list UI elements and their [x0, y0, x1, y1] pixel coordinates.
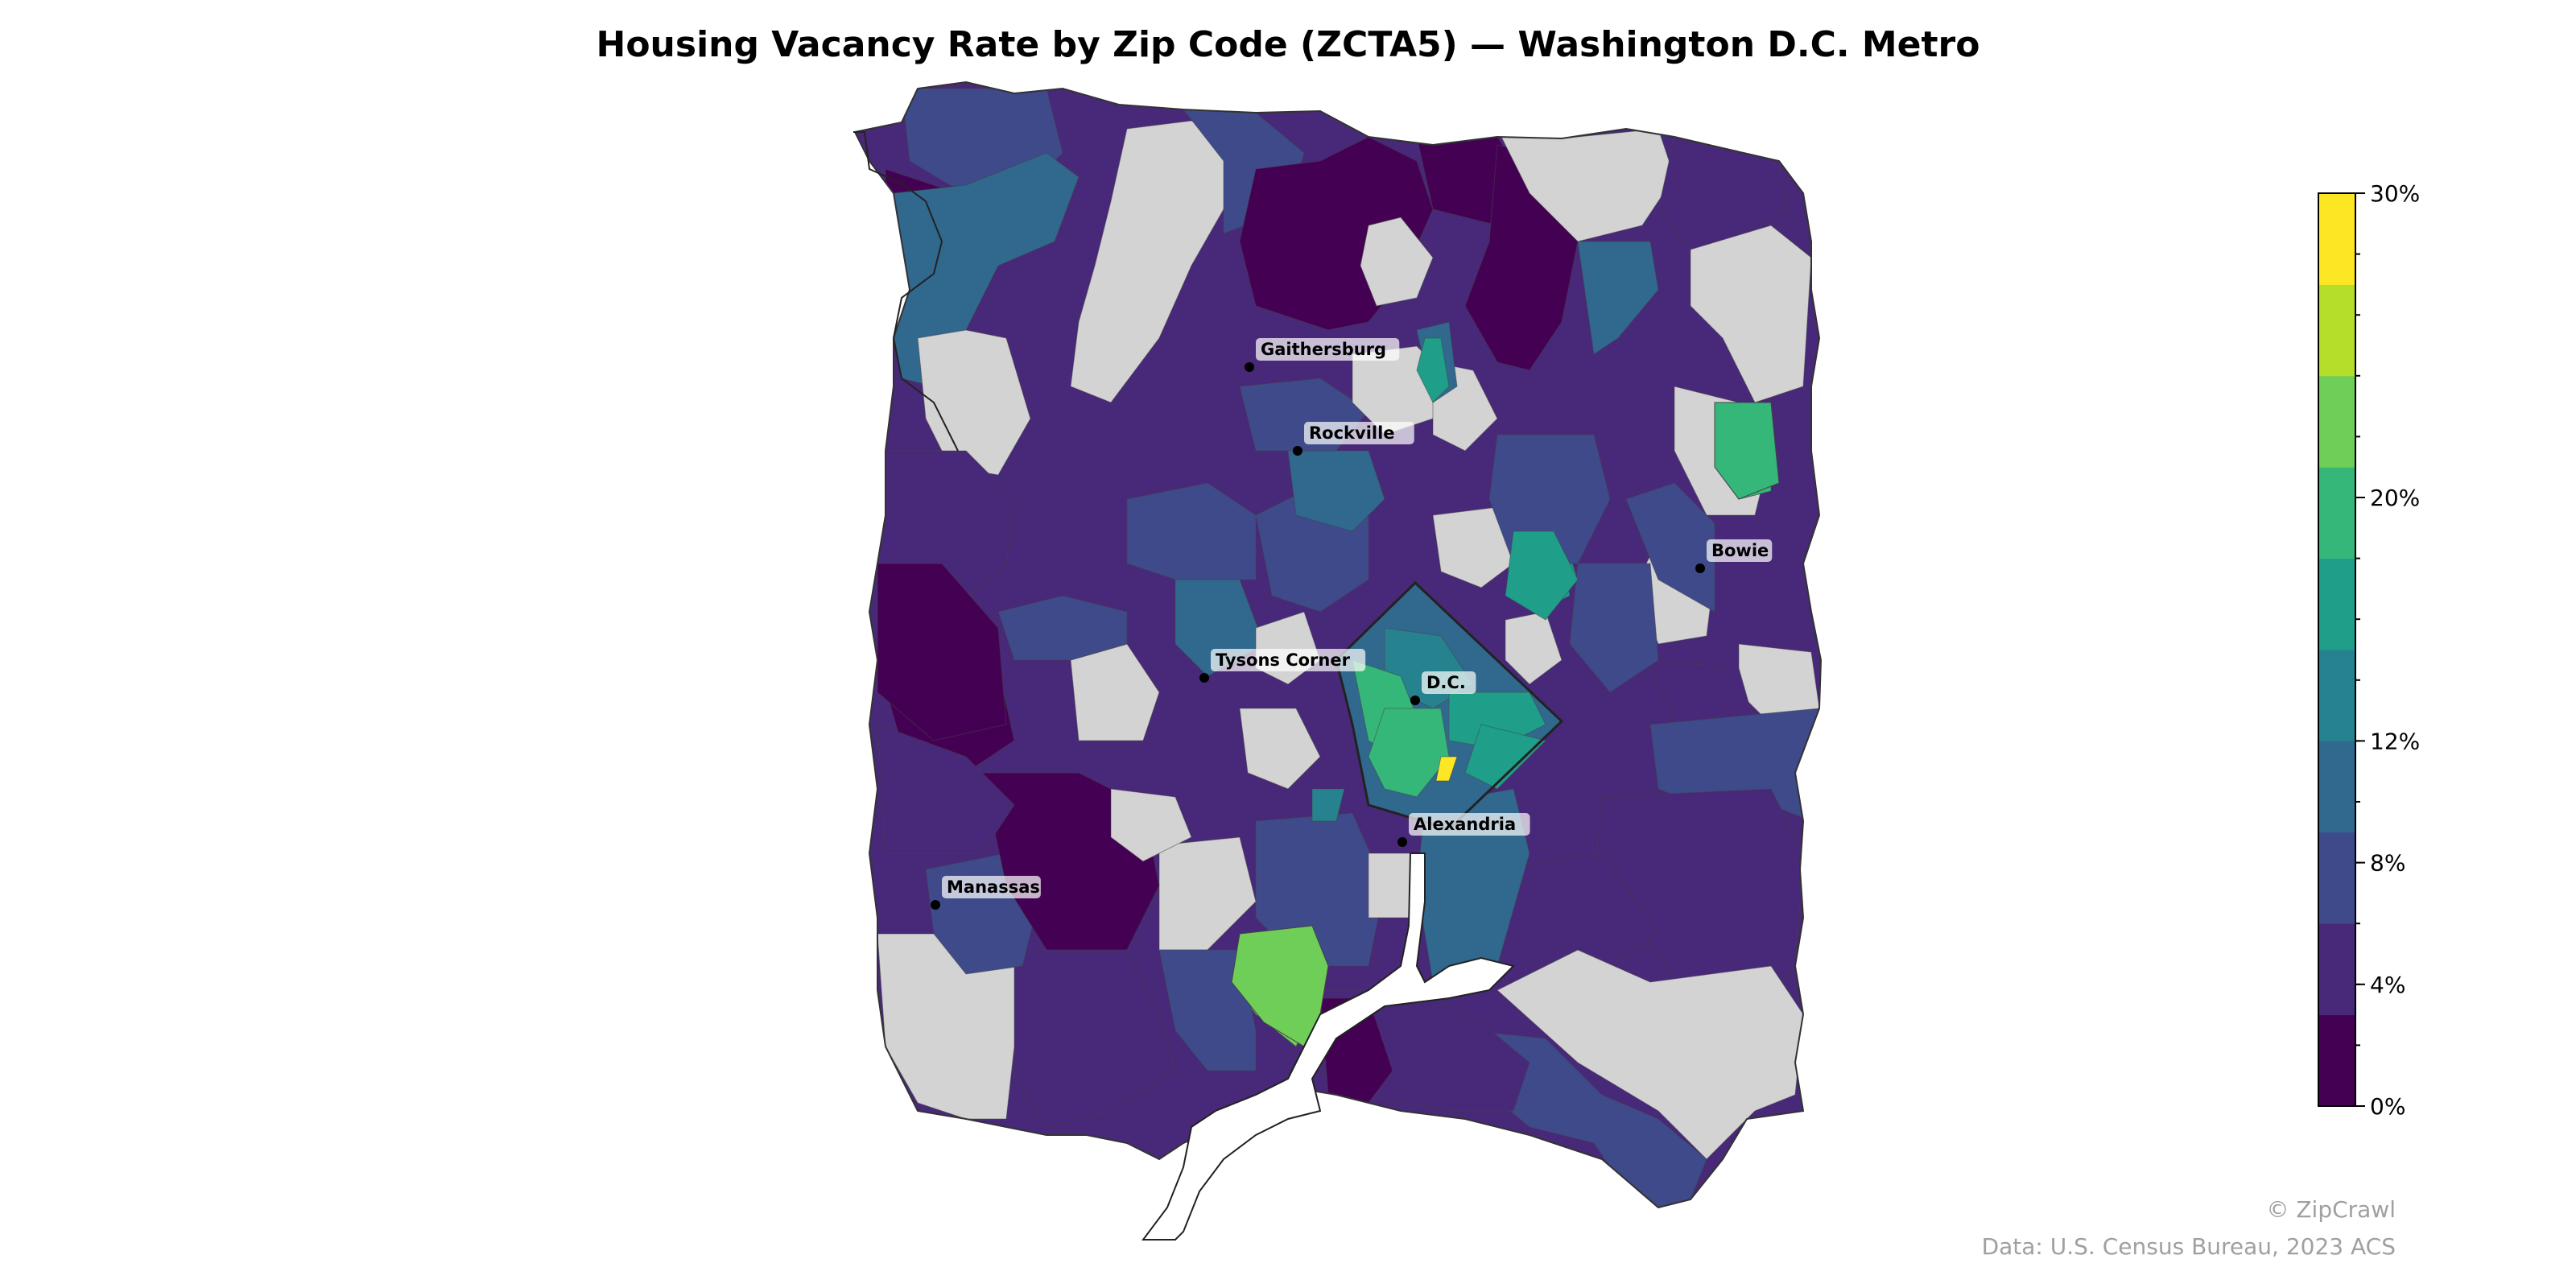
copyright-credit: © ZipCrawl — [2266, 1196, 2396, 1223]
zip-region-no-data — [1158, 836, 1257, 951]
zip-region — [1416, 337, 1450, 403]
colorbar-frame — [2318, 192, 2356, 1107]
city-label: Manassas — [947, 877, 1040, 897]
map-title: Housing Vacancy Rate by Zip Code (ZCTA5)… — [596, 24, 1980, 65]
city-label-box — [1256, 338, 1400, 361]
city-dot — [1245, 362, 1254, 372]
city-label: Alexandria — [1414, 815, 1516, 834]
colorbar-segment — [2318, 467, 2355, 559]
city-label-box — [1422, 671, 1476, 694]
colorbar-tick-label: 30% — [2370, 180, 2420, 207]
zip-region-no-data — [1432, 506, 1514, 588]
colorbar-segment — [2318, 650, 2355, 741]
city-marker: D.C. — [1410, 671, 1476, 705]
zip-region — [1013, 949, 1176, 1128]
zip-region — [1255, 812, 1385, 967]
colorbar-tick-label: 12% — [2370, 728, 2420, 754]
zip-region — [1287, 450, 1385, 532]
city-label-box — [1409, 813, 1530, 836]
city-marker: Tysons Corner — [1199, 649, 1366, 683]
zip-region — [1569, 563, 1659, 693]
city-label-box — [942, 876, 1041, 898]
city-dot — [1410, 696, 1420, 705]
zip-region-no-data — [1360, 217, 1434, 307]
colorbar-tick-label: 0% — [2370, 1093, 2405, 1120]
zip-code-regions — [855, 82, 1821, 1208]
city-dot — [1293, 446, 1302, 456]
potomac-river — [1141, 852, 1515, 1241]
colorbar-segment — [2318, 832, 2355, 924]
zip-region — [1126, 482, 1257, 580]
colorbar-segment — [2318, 1014, 2355, 1107]
colorbar-segment — [2318, 193, 2355, 285]
zip-region — [1505, 530, 1579, 621]
colorbar: 30% 20% 12% 8% 4% 0% — [2318, 180, 2420, 1120]
zip-region — [1577, 241, 1659, 355]
colorbar-segment — [2318, 375, 2355, 468]
city-label: Bowie — [1711, 541, 1769, 560]
city-dot — [1199, 673, 1209, 683]
city-markers: Gaithersburg Rockville Bowie Tysons Corner D… — [931, 338, 1773, 910]
zip-region-no-data — [1239, 708, 1321, 790]
colorbar-segment — [2318, 741, 2355, 833]
city-label: Tysons Corner — [1216, 650, 1351, 670]
zip-region — [877, 724, 1015, 854]
zip-region — [1368, 708, 1450, 798]
city-label: D.C. — [1426, 673, 1466, 692]
colorbar-segment — [2318, 284, 2355, 377]
city-marker: Manassas — [931, 876, 1041, 910]
zip-region — [877, 563, 1007, 741]
zip-region — [1311, 788, 1345, 822]
zip-region — [1714, 402, 1780, 500]
zip-region-no-data — [917, 329, 1031, 476]
city-label: Gaithersburg — [1261, 340, 1386, 359]
river-line-northwest — [853, 131, 959, 452]
city-dot — [1695, 564, 1705, 573]
colorbar-segment — [2318, 923, 2355, 1016]
zip-region — [1625, 482, 1715, 613]
zip-region-no-data — [1110, 788, 1192, 862]
colorbar-tick-label: 8% — [2370, 850, 2405, 877]
data-source-credit: Data: U.S. Census Bureau, 2023 ACS — [1981, 1233, 2396, 1260]
zip-region-no-data — [1496, 949, 1804, 1160]
city-marker: Gaithersburg — [1245, 338, 1400, 372]
region-outline — [853, 80, 1823, 1209]
city-label-box — [1707, 539, 1773, 562]
city-marker: Alexandria — [1397, 813, 1530, 847]
zip-region — [1435, 756, 1458, 782]
zip-region-no-data — [1690, 225, 1812, 403]
city-marker: Bowie — [1695, 539, 1773, 573]
zip-region — [997, 595, 1128, 661]
city-label-box — [1304, 422, 1414, 444]
colorbar-segment — [2318, 558, 2355, 650]
city-marker: Rockville — [1293, 422, 1414, 456]
zip-region — [1464, 724, 1546, 790]
city-dot — [1397, 837, 1407, 847]
city-label: Rockville — [1309, 423, 1395, 443]
city-label-box — [1211, 649, 1366, 671]
colorbar-tick-label: 4% — [2370, 972, 2405, 998]
city-dot — [931, 900, 940, 910]
colorbar-tick-label: 20% — [2370, 485, 2420, 511]
